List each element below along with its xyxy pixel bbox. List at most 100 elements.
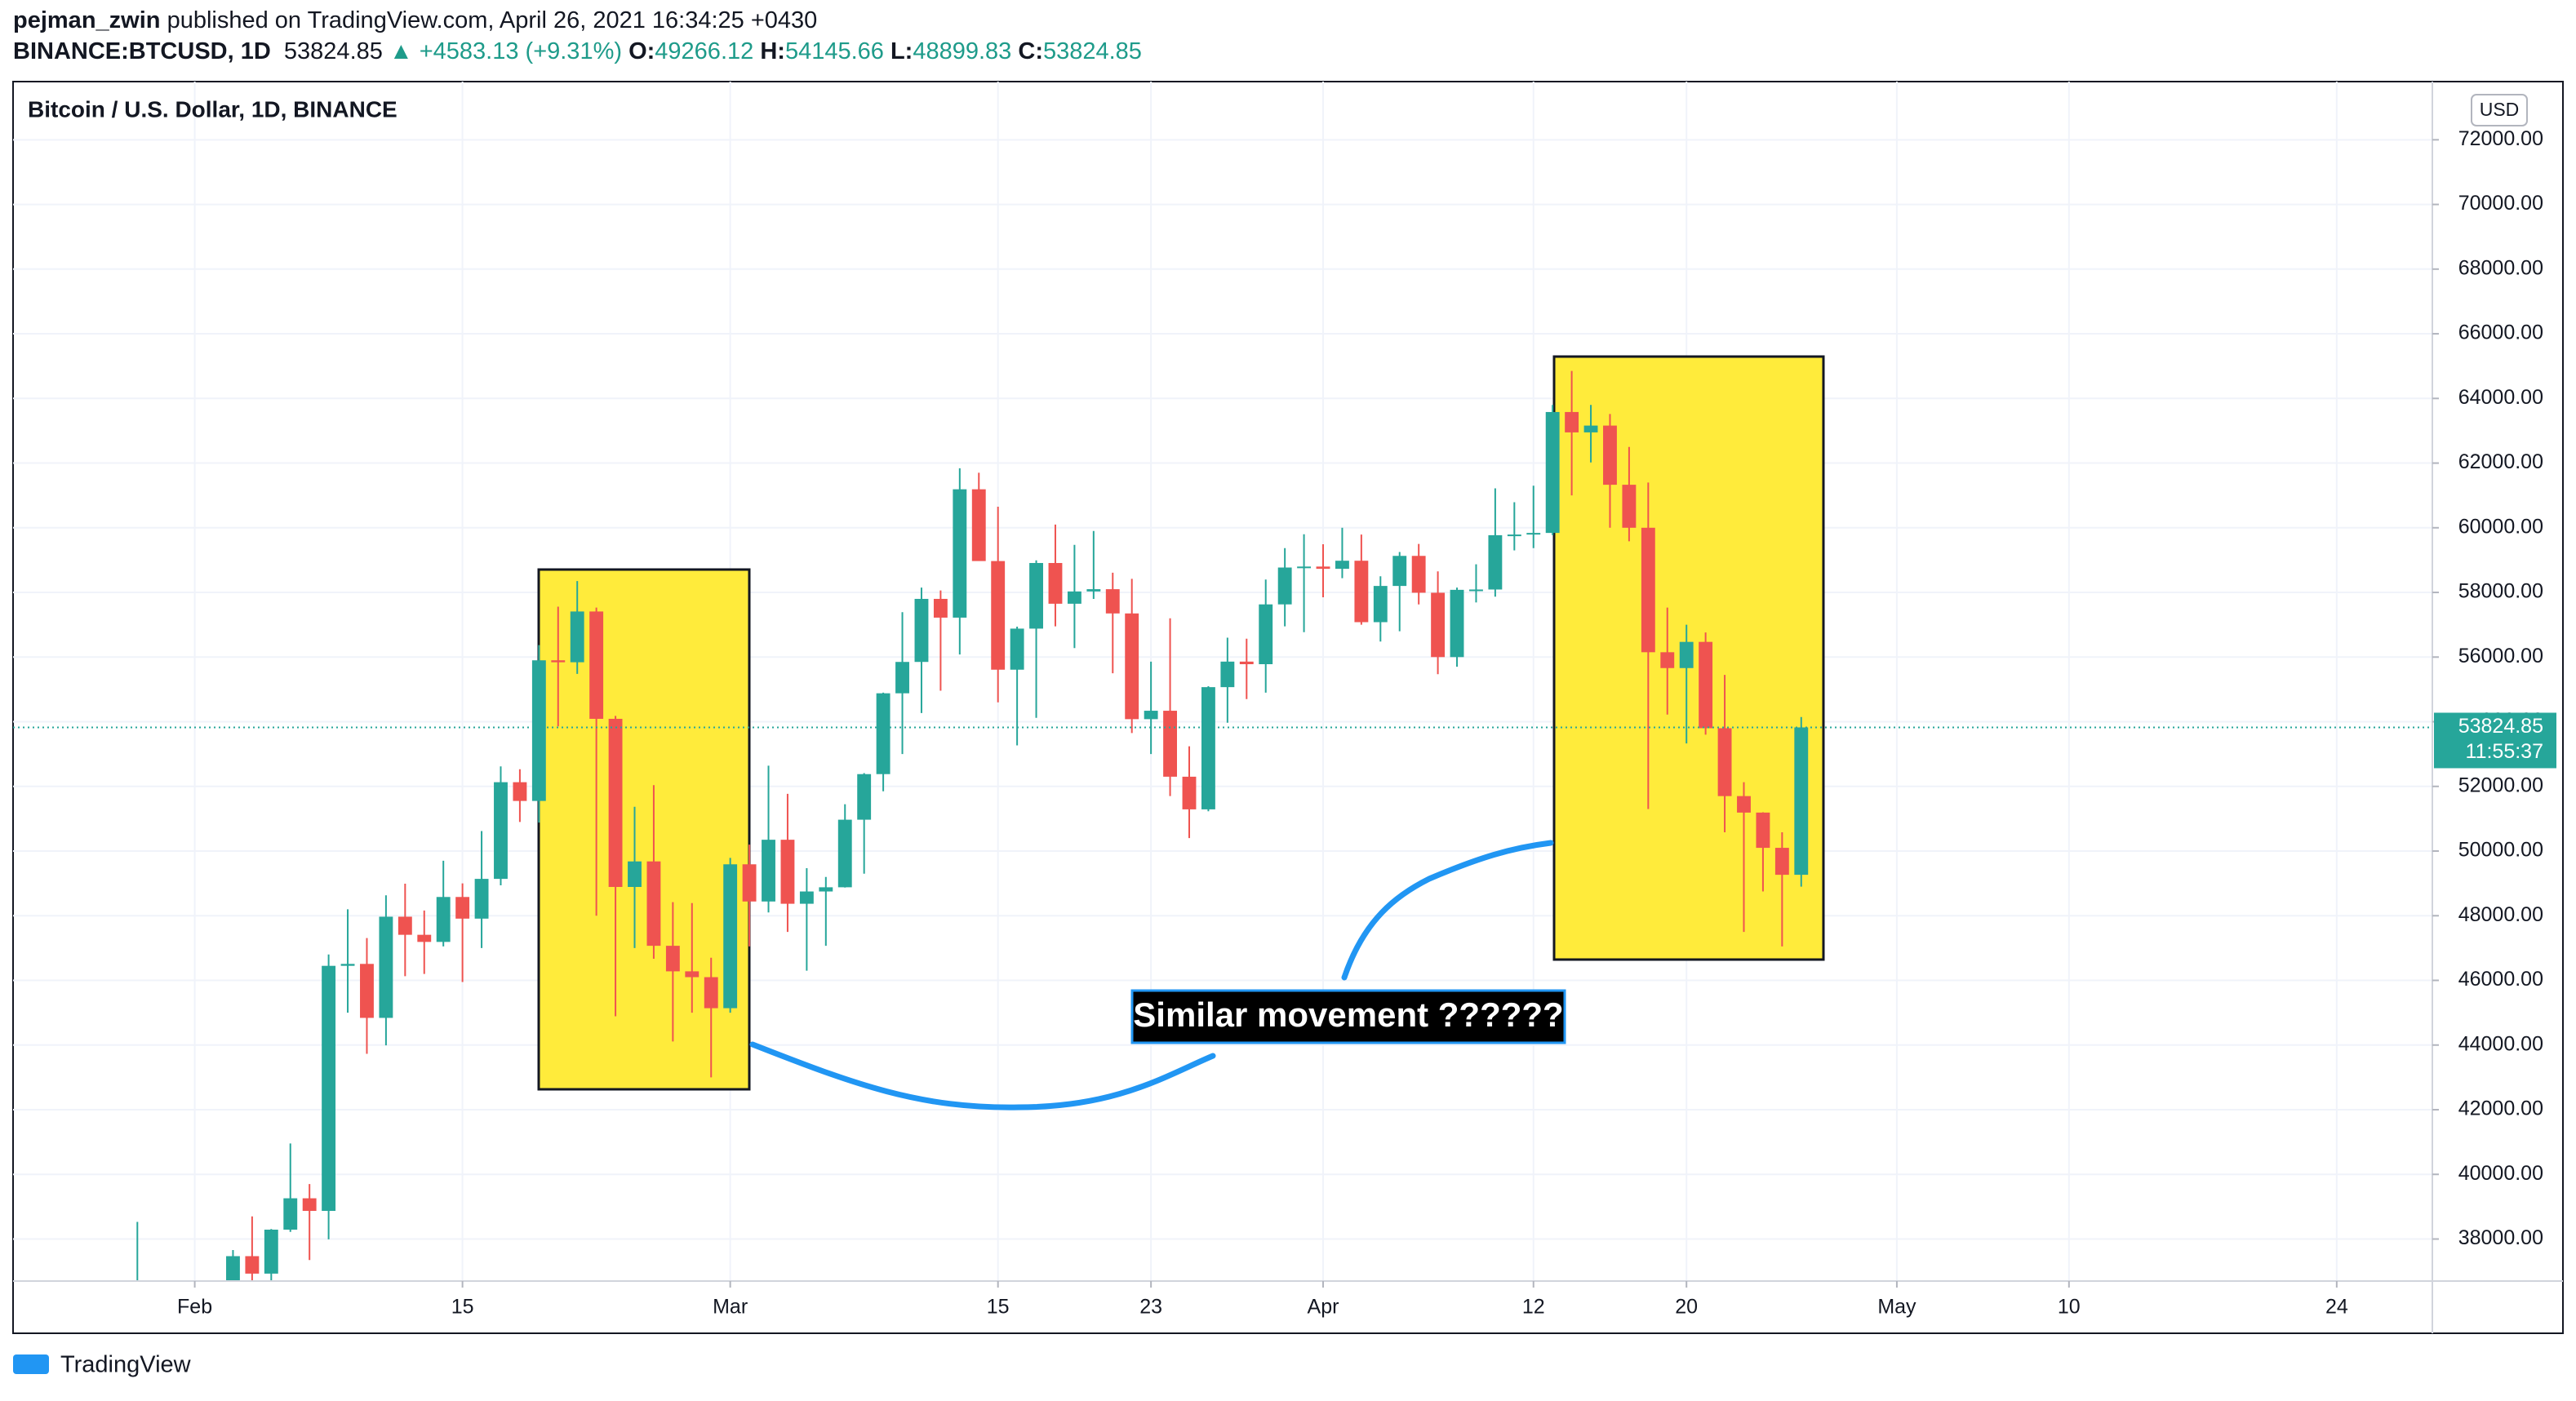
change: ▲ +4583.13 (+9.31%) — [389, 38, 623, 64]
overlay: Similar movement ?????? — [749, 840, 1566, 1111]
candle-body — [226, 1256, 240, 1281]
candle-body — [1125, 613, 1139, 720]
candle-body — [857, 774, 872, 820]
candle-body — [1297, 566, 1312, 569]
candle-body — [1086, 589, 1101, 592]
candle-body — [1048, 562, 1063, 604]
candle-body — [1067, 591, 1081, 604]
countdown: 11:55:37 — [2466, 740, 2543, 763]
y-tick-label: 46000.00 — [2458, 968, 2543, 991]
candle-body — [188, 1384, 202, 1398]
x-tick-label: Feb — [177, 1296, 212, 1319]
candle-body — [933, 598, 948, 618]
candle-body — [1354, 561, 1369, 623]
candle-body — [742, 864, 757, 902]
candle-body — [1641, 527, 1655, 653]
candle-body — [1565, 411, 1579, 432]
candle-body — [531, 660, 546, 801]
candle-body — [1679, 641, 1694, 668]
candle-body — [1794, 727, 1809, 876]
candle-body — [436, 897, 451, 942]
candle-body — [1220, 661, 1235, 688]
publish-line: pejman_zwin published on TradingView.com… — [13, 5, 1142, 36]
currency: USD — [2480, 99, 2520, 120]
candle-body — [685, 971, 700, 978]
candle-body — [1603, 425, 1617, 485]
candle-body — [665, 946, 680, 972]
candle-body — [379, 916, 393, 1018]
low-value: 48899.83 — [913, 38, 1012, 64]
symbol: BINANCE:BTCUSD, 1D — [13, 38, 271, 64]
y-tick-label: 52000.00 — [2458, 774, 2543, 796]
candle-body — [1316, 566, 1330, 570]
x-tick-label: 15 — [451, 1296, 474, 1319]
candle-body — [1583, 425, 1598, 432]
y-tick-label: 62000.00 — [2458, 450, 2543, 473]
x-tick-label: Mar — [713, 1296, 748, 1319]
y-tick-label: 72000.00 — [2458, 127, 2543, 150]
candle-body — [494, 782, 508, 880]
candle-body — [1010, 628, 1024, 670]
published: published on TradingView.com, April 26, … — [167, 7, 818, 33]
candle-body — [1029, 562, 1043, 629]
x-tick-label: 10 — [2058, 1296, 2081, 1319]
grid — [13, 82, 2432, 1281]
y-tick-label: 70000.00 — [2458, 192, 2543, 215]
candle-body — [780, 840, 795, 904]
candle-body — [513, 782, 527, 801]
candle-body — [589, 611, 604, 719]
candle-body — [1717, 728, 1732, 796]
candle-body — [1335, 561, 1349, 570]
candle-body — [1622, 485, 1637, 528]
candle-body — [704, 977, 718, 1009]
candle-body — [455, 897, 470, 919]
logo-mark — [13, 1354, 49, 1374]
candle-body — [1392, 556, 1407, 587]
chart-frame — [12, 81, 2564, 1334]
annotation-box — [1130, 989, 1566, 1044]
candle-body — [264, 1230, 278, 1274]
candle-body — [646, 861, 661, 947]
candle-body — [1469, 589, 1483, 592]
candle-body — [953, 489, 967, 618]
y-tick-label: 64000.00 — [2458, 386, 2543, 409]
connector-curve — [749, 1041, 1216, 1111]
close-label: C: — [1018, 38, 1043, 64]
candle-body — [1239, 661, 1254, 664]
candle-body — [1774, 848, 1789, 876]
x-tick-label: Apr — [1308, 1296, 1339, 1319]
high-value: 54145.66 — [784, 38, 884, 64]
open-label: O: — [628, 38, 655, 64]
y-tick-label: 60000.00 — [2458, 515, 2543, 538]
candle-body — [1431, 592, 1446, 658]
candle-body — [1373, 586, 1388, 623]
candle-body — [1277, 567, 1292, 605]
candle-body — [1488, 534, 1503, 590]
candle-body — [474, 879, 489, 919]
candle-body — [340, 964, 355, 966]
candle-body — [551, 660, 566, 663]
x-tick-label: 24 — [2325, 1296, 2348, 1319]
candle-body — [1182, 776, 1197, 809]
candle-body — [1545, 411, 1560, 534]
y-tick-label: 48000.00 — [2458, 903, 2543, 926]
candle-body — [1660, 652, 1675, 668]
price-tag-label: 53824.85 — [2458, 715, 2543, 738]
x-tick-label: 23 — [1139, 1296, 1162, 1319]
connector-curve — [1341, 840, 1554, 981]
candle-body — [1756, 812, 1770, 849]
brand: TradingView — [60, 1352, 192, 1378]
candle-body — [1259, 604, 1273, 664]
currency-box — [2471, 94, 2528, 126]
candle-body — [628, 861, 642, 887]
candle-body — [283, 1198, 298, 1230]
open-value: 49266.12 — [655, 38, 754, 64]
candle-body — [322, 965, 336, 1212]
high-label: H: — [760, 38, 785, 64]
candle-body — [398, 916, 412, 935]
candle-body — [914, 598, 929, 663]
candle-body — [245, 1256, 260, 1274]
chart-title: Bitcoin / U.S. Dollar, 1D, BINANCE — [28, 96, 398, 122]
candle-body — [608, 718, 623, 887]
candle-body — [417, 934, 432, 942]
